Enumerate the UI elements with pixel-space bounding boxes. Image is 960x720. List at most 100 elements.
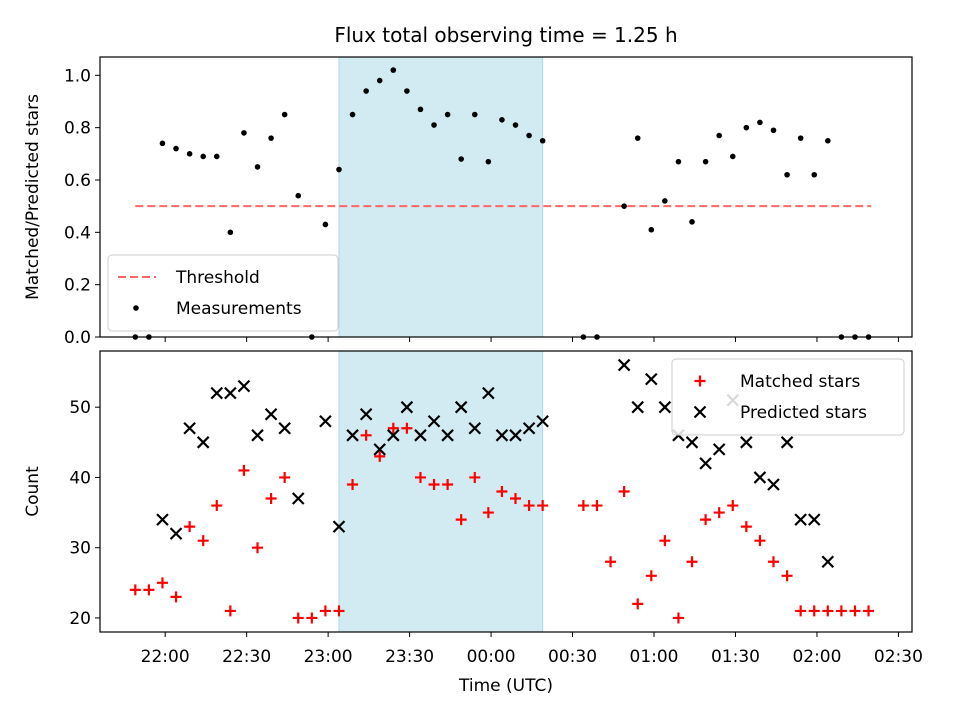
predicted-stars-point — [210, 386, 224, 400]
measurement-point — [200, 153, 206, 160]
legend: Matched stars Predicted stars — [671, 358, 905, 436]
x-tick-label: 23:30 — [385, 647, 434, 667]
measurement-point — [349, 111, 356, 118]
measurement-point — [743, 124, 750, 131]
matched-stars-point — [252, 542, 264, 554]
legend-matched-swatch — [694, 375, 706, 387]
x-axis-label: Time (UTC) — [458, 676, 553, 696]
matched-stars-point — [387, 422, 399, 434]
predicted-stars-point — [169, 527, 183, 540]
matched-stars-point — [170, 591, 182, 603]
y-tick-label: 0.6 — [64, 171, 91, 191]
matched-stars-point — [537, 500, 549, 512]
measurement-point — [417, 106, 424, 113]
axes-frame — [99, 350, 913, 633]
matched-stars-point — [143, 584, 155, 596]
measurement-point — [376, 77, 383, 84]
matched-stars-point — [319, 605, 331, 617]
measurement-point — [648, 226, 655, 233]
matched-stars-point — [306, 612, 318, 624]
predicted-stars-point — [536, 414, 549, 428]
legend-predicted-swatch — [693, 405, 707, 419]
measurement-point — [213, 153, 220, 160]
predicted-stars-point — [712, 443, 726, 456]
legend-label: Measurements — [176, 299, 302, 319]
matched-stars-point — [632, 598, 644, 610]
x-tick-label: 22:00 — [141, 647, 190, 667]
legend-measurements-swatch — [133, 305, 139, 311]
axes-frame — [99, 56, 913, 338]
measurement-point — [159, 140, 166, 147]
top-panel-ratio: 0.0 0.2 0.4 0.6 0.8 1.0 Matched/Predicted star… — [23, 56, 913, 348]
measurement-point — [404, 88, 410, 94]
y-tick-label: 0.4 — [64, 223, 91, 243]
legend-label: Predicted stars — [740, 403, 867, 423]
predicted-stars-point — [319, 414, 332, 428]
x-tick-label: 02:30 — [874, 647, 923, 667]
measurement-point — [526, 132, 532, 139]
x-tick-label: 23:00 — [304, 647, 353, 667]
matched-stars-point — [455, 514, 467, 526]
measurement-point — [757, 119, 763, 126]
measurement-point — [254, 164, 261, 170]
predicted-stars-point — [291, 492, 305, 505]
y-tick-label: 1.0 — [64, 66, 91, 86]
bottom-panel-counts: 20 30 40 50 22:00 22:30 23:00 23:30 00:00 00:30 01… — [23, 350, 923, 667]
predicted-stars-point — [658, 400, 672, 414]
legend-label: Matched stars — [740, 372, 860, 392]
predicted-stars-point — [332, 520, 346, 533]
measurement-point — [431, 122, 437, 128]
measurement-point — [539, 137, 546, 144]
measurement-point — [811, 171, 818, 178]
matched-stars-point — [849, 605, 861, 617]
predicted-stars-point — [373, 443, 386, 456]
predicted-stars-point — [156, 513, 169, 526]
measurement-point — [471, 111, 478, 118]
legend: Threshold Measurements — [107, 254, 339, 332]
matched-stars-point — [238, 464, 250, 476]
matched-stars-point — [401, 422, 413, 434]
y-axis-label: Count — [23, 466, 43, 517]
matched-stars-point — [360, 429, 372, 441]
matched-stars-point — [442, 478, 454, 490]
measurement-point — [268, 135, 274, 141]
matched-stars-point — [700, 514, 712, 526]
measurement-point — [689, 219, 695, 225]
measurement-point — [675, 158, 682, 165]
predicted-stars-point — [617, 358, 631, 372]
measurement-point — [281, 111, 288, 118]
measurement-point — [729, 153, 736, 160]
predicted-stars-point — [400, 400, 414, 414]
matched-stars-point — [469, 471, 481, 483]
matched-stars-point — [523, 500, 535, 512]
predicted-stars-point — [264, 407, 278, 421]
measurement-point — [295, 192, 302, 199]
legend-box — [107, 254, 339, 332]
matched-stars-point — [347, 478, 359, 490]
predicted-stars-point — [454, 400, 468, 414]
predicted-stars-point — [441, 429, 454, 442]
shaded-interval — [338, 351, 543, 632]
x-tick-label: 01:00 — [630, 647, 679, 667]
matched-stars-point — [428, 478, 440, 490]
predicted-stars-point — [767, 478, 780, 491]
predicted-stars-point — [251, 429, 264, 442]
measurement-point — [499, 117, 505, 123]
predicted-stars-point — [509, 429, 522, 442]
measurement-point — [825, 137, 831, 144]
predicted-stars-point — [807, 513, 821, 526]
matched-stars-point — [740, 521, 752, 533]
measurement-point — [485, 158, 492, 165]
measurement-point — [363, 88, 369, 94]
matched-stars-point — [156, 577, 168, 589]
matched-stars-point — [618, 486, 630, 497]
matched-stars-point — [482, 507, 494, 519]
measurement-point — [770, 127, 777, 134]
predicted-stars-point — [645, 372, 658, 386]
matched-stars-point — [496, 486, 508, 497]
measurement-point — [458, 156, 464, 162]
predicted-stars-point — [278, 421, 291, 435]
predicted-stars-point — [495, 429, 509, 442]
